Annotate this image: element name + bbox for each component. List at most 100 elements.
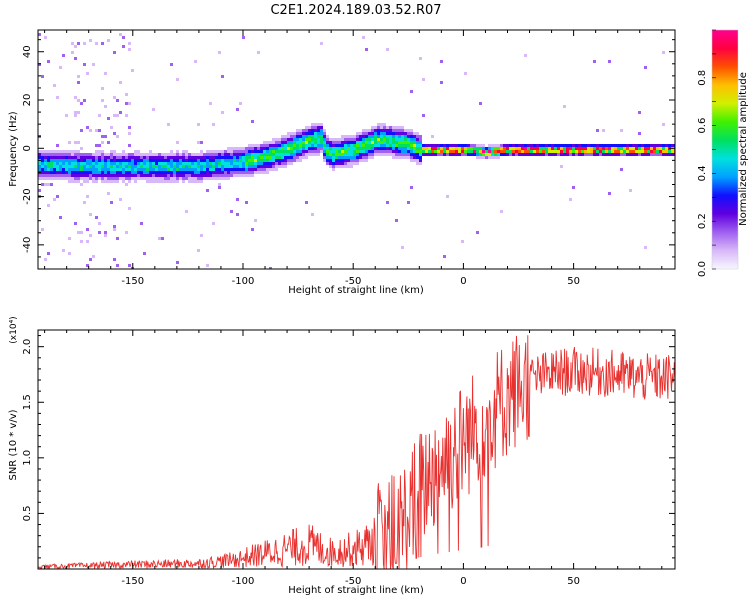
heatmap-cell [401, 129, 404, 132]
heatmap-cell [245, 153, 248, 156]
heatmap-cell [245, 159, 248, 162]
heatmap-cell [248, 168, 251, 171]
heatmap-cell [368, 156, 371, 159]
heatmap-cell [383, 144, 386, 147]
heatmap-cell [344, 153, 347, 156]
heatmap-cell [206, 171, 209, 174]
heatmap-cell [80, 147, 83, 150]
heatmap-cell [110, 201, 113, 204]
heatmap-cell [245, 156, 248, 159]
heatmap-cell [626, 153, 629, 156]
heatmap-cell [257, 171, 260, 174]
heatmap-cell [206, 159, 209, 162]
heatmap-cell [137, 168, 140, 171]
y-tick-label: -20 [22, 188, 33, 204]
heatmap-cell [80, 171, 83, 174]
heatmap-cell [269, 147, 272, 150]
heatmap-cell [500, 150, 503, 153]
heatmap-cell [104, 72, 107, 75]
heatmap-cell [392, 150, 395, 153]
heatmap-cell [260, 162, 263, 165]
heatmap-cell [308, 135, 311, 138]
heatmap-cell [77, 177, 80, 180]
heatmap-cell [335, 153, 338, 156]
heatmap-cell [170, 156, 173, 159]
heatmap-cell [242, 153, 245, 156]
heatmap-cell [410, 150, 413, 153]
heatmap-cell [242, 150, 245, 153]
heatmap-cell [311, 147, 314, 150]
heatmap-cell [200, 159, 203, 162]
heatmap-cell [506, 150, 509, 153]
heatmap-cell [50, 150, 53, 153]
heatmap-cell [425, 147, 428, 150]
heatmap-cell [467, 150, 470, 153]
heatmap-cell [191, 165, 194, 168]
heatmap-cell [41, 150, 44, 153]
heatmap-cell [314, 147, 317, 150]
heatmap-cell [401, 150, 404, 153]
heatmap-cell [191, 159, 194, 162]
heatmap-cell [398, 153, 401, 156]
heatmap-cell [140, 162, 143, 165]
heatmap-cell [101, 87, 104, 90]
heatmap-cell [116, 159, 119, 162]
heatmap-cell [410, 186, 413, 189]
heatmap-cell [308, 147, 311, 150]
heatmap-cell [446, 195, 449, 198]
heatmap-cell [134, 150, 137, 153]
heatmap-cell [311, 138, 314, 141]
heatmap-cell [77, 81, 80, 84]
heatmap-cell [86, 126, 89, 129]
heatmap-cell [311, 150, 314, 153]
heatmap-cell [359, 141, 362, 144]
heatmap-cell [248, 174, 251, 177]
heatmap-cell [362, 153, 365, 156]
heatmap-cell [311, 132, 314, 135]
heatmap-cell [407, 156, 410, 159]
heatmap-cell [185, 168, 188, 171]
heatmap-cell [287, 138, 290, 141]
heatmap-cell [557, 153, 560, 156]
heatmap-cell [377, 135, 380, 138]
heatmap-cell [419, 144, 422, 147]
heatmap-cell [305, 156, 308, 159]
heatmap-cell [134, 168, 137, 171]
heatmap-cell [413, 147, 416, 150]
heatmap-cell [128, 42, 131, 45]
heatmap-cell [500, 144, 503, 147]
heatmap-cell [272, 159, 275, 162]
heatmap-cell [353, 150, 356, 153]
heatmap-cell [383, 135, 386, 138]
heatmap-cell [182, 174, 185, 177]
heatmap-cell [428, 144, 431, 147]
heatmap-cell [377, 150, 380, 153]
heatmap-cell [557, 150, 560, 153]
heatmap-cell [290, 153, 293, 156]
heatmap-cell [119, 162, 122, 165]
heatmap-cell [383, 147, 386, 150]
heatmap-cell [587, 147, 590, 150]
heatmap-cell [98, 177, 101, 180]
heatmap-cell [470, 144, 473, 147]
heatmap-cell [86, 264, 89, 267]
heatmap-cell [578, 150, 581, 153]
heatmap-cell [608, 150, 611, 153]
heatmap-cell [155, 174, 158, 177]
heatmap-cell [347, 159, 350, 162]
heatmap-cell [545, 144, 548, 147]
heatmap-cell [203, 162, 206, 165]
heatmap-cell [329, 144, 332, 147]
heatmap-cell [491, 150, 494, 153]
heatmap-cell [191, 168, 194, 171]
heatmap-cell [275, 165, 278, 168]
heatmap-cell [125, 162, 128, 165]
heatmap-cell [116, 177, 119, 180]
heatmap-cell [569, 150, 572, 153]
heatmap-cell [146, 168, 149, 171]
heatmap-cell [116, 264, 119, 267]
heatmap-cell [413, 132, 416, 135]
heatmap-cell [242, 36, 245, 39]
heatmap-cell [485, 150, 488, 153]
heatmap-cell [470, 150, 473, 153]
